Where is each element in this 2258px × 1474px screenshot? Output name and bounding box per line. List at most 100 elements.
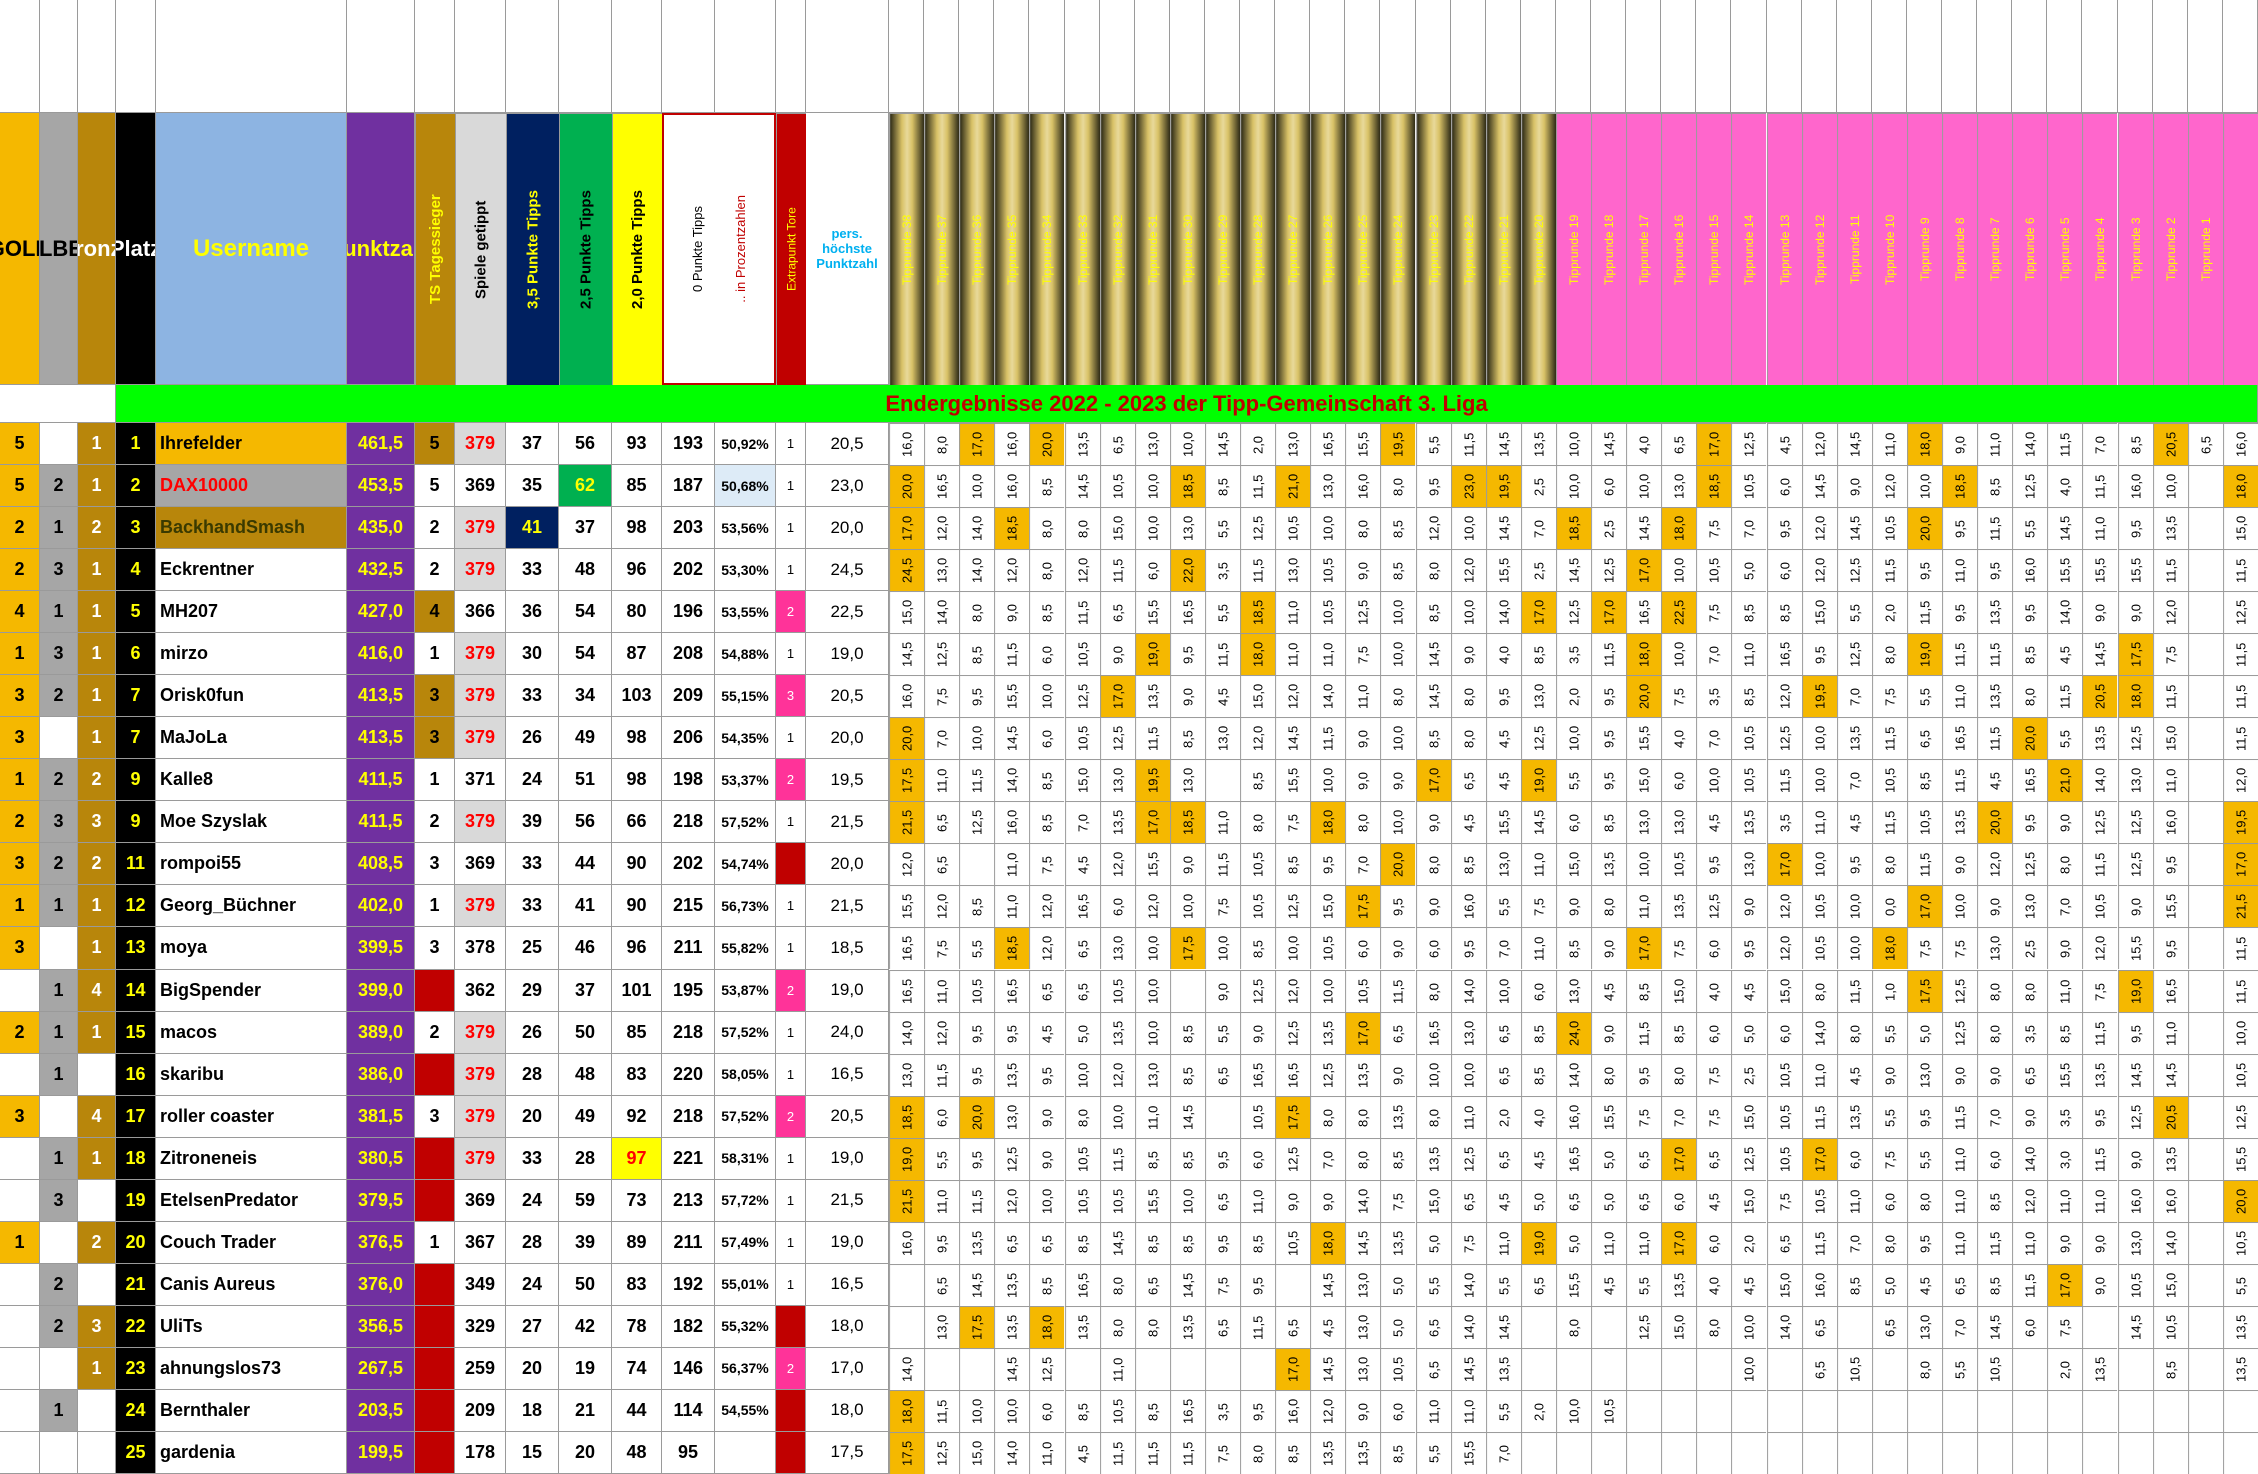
platz[interactable]: 1: [116, 423, 156, 466]
round-score[interactable]: 11,0: [1942, 1137, 1978, 1180]
round-score[interactable]: 6,5: [1801, 1305, 1837, 1348]
round-score[interactable]: 16,5: [1064, 1263, 1100, 1306]
round-score[interactable]: 12,5: [1099, 717, 1135, 760]
round-score[interactable]: 17,5: [889, 1431, 925, 1474]
round-score[interactable]: 7,0: [1485, 1431, 1521, 1474]
round-score[interactable]: 10,0: [959, 465, 995, 508]
p0[interactable]: 213: [662, 1179, 715, 1222]
page-title[interactable]: Endergebnisse 2022 - 2023 der Tipp-Gemei…: [116, 385, 2258, 423]
round-score[interactable]: 14,0: [2152, 1221, 2188, 1264]
round-score[interactable]: 10,0: [1555, 465, 1592, 508]
round-score[interactable]: 20,5: [2082, 675, 2118, 718]
p35[interactable]: 24: [506, 1179, 559, 1222]
round-score[interactable]: [1591, 1305, 1627, 1348]
round-score[interactable]: 5,0: [1555, 1221, 1592, 1264]
round-score[interactable]: [1696, 1431, 1732, 1474]
spiele[interactable]: 379: [455, 675, 506, 718]
p35[interactable]: 39: [506, 801, 559, 844]
empty-header-cell[interactable]: [1169, 0, 1205, 113]
round-score[interactable]: 5,5: [1204, 591, 1241, 634]
p35[interactable]: 30: [506, 633, 559, 676]
p0[interactable]: 193: [662, 423, 715, 466]
p20[interactable]: 74: [612, 1347, 662, 1390]
round-score[interactable]: [2222, 1431, 2258, 1474]
platz[interactable]: 7: [116, 717, 156, 760]
round-score[interactable]: 6,5: [1450, 1179, 1486, 1222]
round-score[interactable]: 15,5: [2117, 549, 2153, 592]
round-score[interactable]: 13,5: [1942, 801, 1978, 844]
round-score[interactable]: 7,0: [1520, 507, 1556, 550]
round-score[interactable]: 18,5: [1942, 465, 1978, 508]
pct[interactable]: 57,52%: [715, 1095, 776, 1138]
ts[interactable]: [415, 1305, 455, 1348]
round-score[interactable]: 9,5: [2082, 1095, 2118, 1138]
round-score[interactable]: 8,5: [1380, 549, 1416, 592]
round-score[interactable]: 16,0: [2222, 423, 2258, 466]
p0[interactable]: 182: [662, 1305, 715, 1348]
round-score[interactable]: 16,5: [2012, 759, 2048, 802]
spiele[interactable]: 379: [455, 801, 506, 844]
round-score[interactable]: [2187, 927, 2223, 970]
pers[interactable]: 20,5: [806, 1095, 889, 1138]
punktzahl[interactable]: 380,5: [347, 1137, 415, 1180]
round-score[interactable]: 16,5: [889, 927, 925, 970]
round-score[interactable]: 8,5: [1134, 1137, 1170, 1180]
p20[interactable]: 93: [612, 423, 662, 466]
round-score[interactable]: [1661, 1389, 1697, 1432]
round-score[interactable]: 6,0: [1766, 549, 1802, 592]
round-score[interactable]: 13,5: [1731, 801, 1767, 844]
round-score[interactable]: 11,0: [1626, 885, 1662, 928]
round-score[interactable]: 19,0: [1520, 759, 1556, 802]
round-score[interactable]: 9,5: [1906, 549, 1943, 592]
round-score[interactable]: 12,0: [924, 1011, 960, 1054]
empty-header-cell[interactable]: [559, 0, 612, 113]
extra[interactable]: 1: [776, 1263, 806, 1306]
bronze-count[interactable]: [78, 1053, 116, 1096]
platz[interactable]: 20: [116, 1221, 156, 1264]
round-score[interactable]: 6,5: [1942, 1263, 1978, 1306]
round-score[interactable]: 12,0: [1766, 927, 1802, 970]
round-score[interactable]: [1801, 1389, 1837, 1432]
round-score[interactable]: 7,5: [1520, 885, 1556, 928]
round-score[interactable]: [889, 1305, 925, 1348]
round-score[interactable]: 6,5: [1906, 717, 1943, 760]
username[interactable]: UliTs: [156, 1305, 347, 1348]
round-score[interactable]: 11,0: [2047, 1179, 2083, 1222]
round-score[interactable]: 3,5: [2047, 1095, 2083, 1138]
round-score[interactable]: 7,0: [1836, 1221, 1872, 1264]
round-score[interactable]: 12,0: [1240, 717, 1276, 760]
round-score[interactable]: 9,0: [1345, 759, 1381, 802]
p0[interactable]: 218: [662, 1095, 715, 1138]
round-score[interactable]: 8,0: [1415, 843, 1451, 886]
round-score[interactable]: 7,0: [1310, 1137, 1346, 1180]
round-score[interactable]: 8,0: [1240, 801, 1276, 844]
round-score[interactable]: 18,5: [1169, 465, 1205, 508]
round-score[interactable]: 12,0: [1275, 969, 1311, 1012]
round-score[interactable]: [2187, 1389, 2223, 1432]
pct[interactable]: 53,55%: [715, 591, 776, 634]
round-score[interactable]: 14,5: [994, 717, 1030, 760]
round-score[interactable]: 10,0: [1134, 927, 1170, 970]
round-score[interactable]: 11,5: [2222, 969, 2258, 1012]
round-score[interactable]: 4,0: [1696, 1263, 1732, 1306]
spiele[interactable]: 379: [455, 507, 506, 550]
p35[interactable]: 15: [506, 1431, 559, 1474]
round-score[interactable]: 12,0: [994, 549, 1030, 592]
platz[interactable]: 16: [116, 1053, 156, 1096]
round-score[interactable]: 12,5: [1275, 1011, 1311, 1054]
round-score[interactable]: 11,5: [959, 1179, 995, 1222]
round-score[interactable]: 5,5: [1415, 1263, 1451, 1306]
round-score[interactable]: 8,5: [1520, 1053, 1556, 1096]
round-score[interactable]: 14,0: [2047, 591, 2083, 634]
spiele[interactable]: 379: [455, 1137, 506, 1180]
round-score[interactable]: 9,5: [1450, 927, 1486, 970]
round-score[interactable]: 6,0: [1520, 969, 1556, 1012]
round-score[interactable]: [2117, 1431, 2153, 1474]
empty-header-cell[interactable]: [415, 0, 455, 113]
round-score[interactable]: 15,0: [1626, 759, 1662, 802]
round-score[interactable]: 1,0: [1871, 969, 1907, 1012]
round-score[interactable]: 8,0: [1415, 1095, 1451, 1138]
round-score[interactable]: [1906, 1431, 1943, 1474]
round-score[interactable]: 12,0: [924, 885, 960, 928]
round-score[interactable]: 11,5: [1977, 633, 2013, 676]
